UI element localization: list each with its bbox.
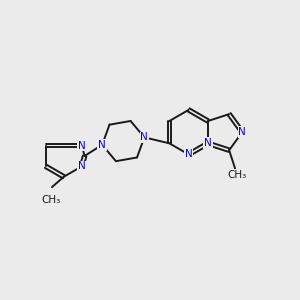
Text: N: N [238, 127, 246, 137]
Text: N: N [78, 161, 86, 171]
Text: N: N [204, 138, 212, 148]
Text: N: N [98, 140, 106, 150]
Text: CH₃: CH₃ [227, 170, 247, 180]
Text: N: N [185, 149, 193, 160]
Text: N: N [78, 140, 86, 151]
Text: CH₃: CH₃ [42, 196, 61, 206]
Text: N: N [140, 132, 148, 142]
